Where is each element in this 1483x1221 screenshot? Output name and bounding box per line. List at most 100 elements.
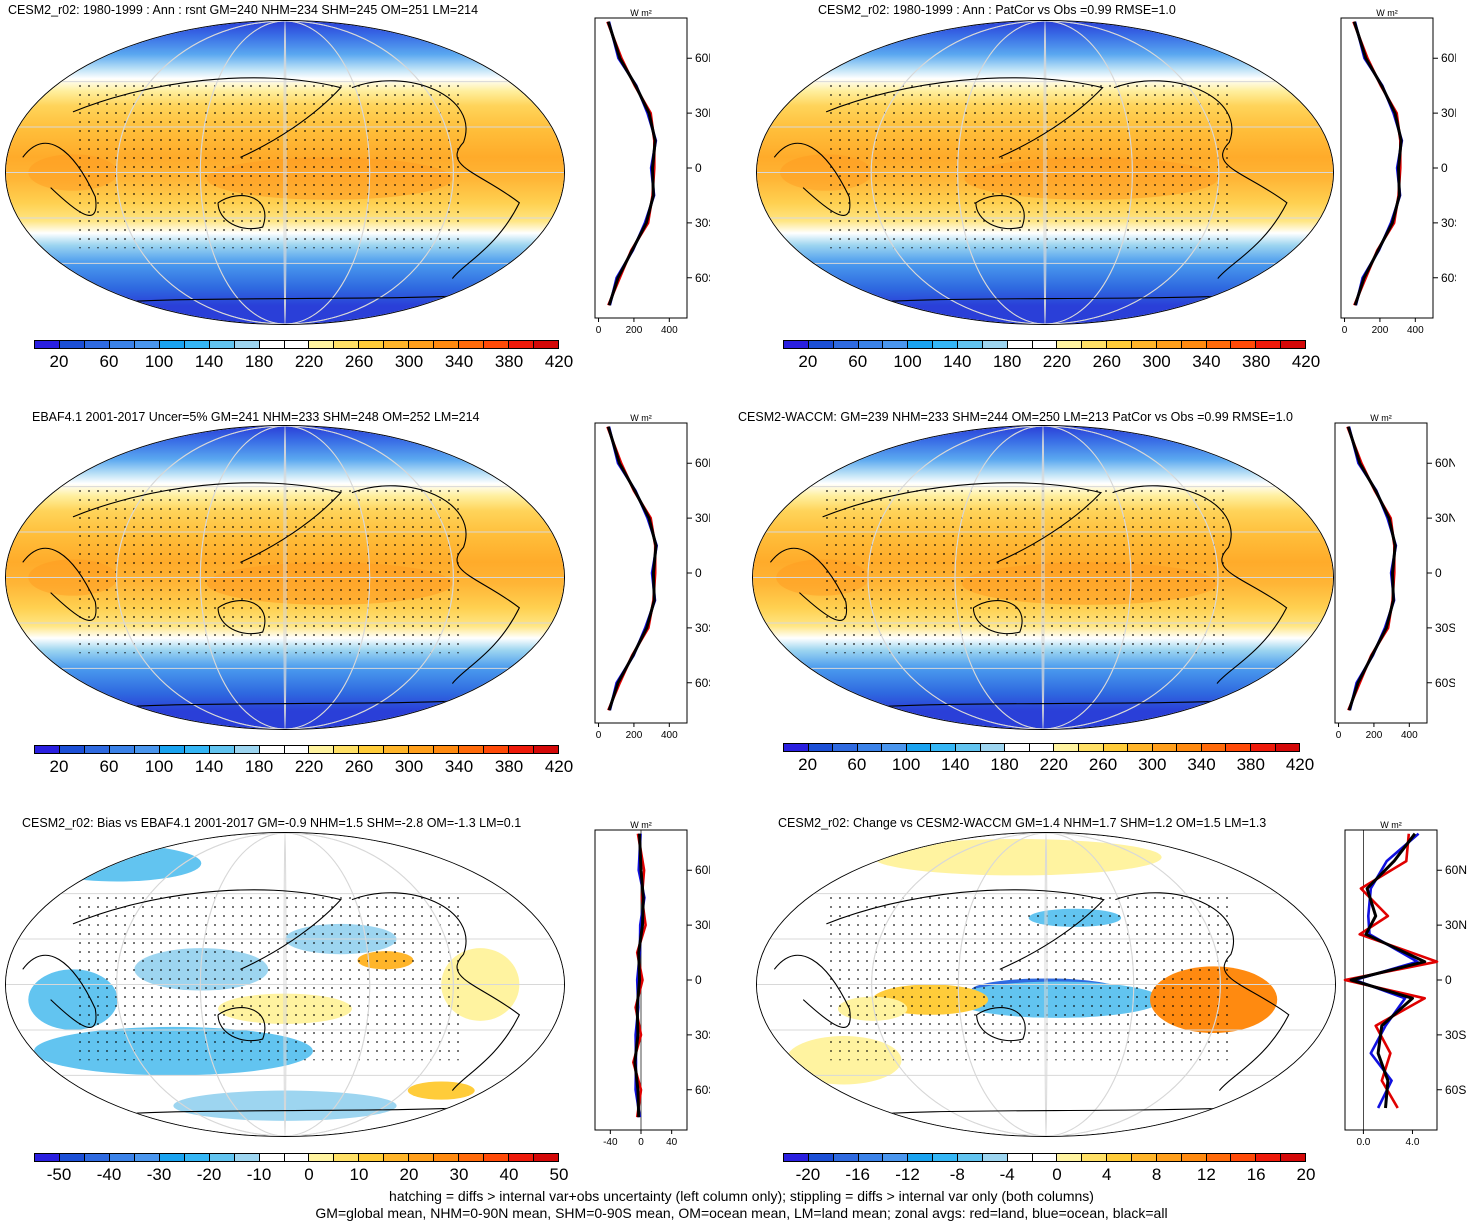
zonal-all-line [1349,832,1427,1109]
colorbar-swatch [509,341,535,348]
colorbar-swatch [1107,341,1133,348]
colorbar-tick-label: 140 [943,352,972,371]
zonal-x-tick-label: -40 [603,1137,618,1148]
colorbar-swatch [1231,341,1257,348]
colorbar-tick-label: 50 [549,1165,569,1184]
zonal-unit-label: W m² [630,820,652,830]
colorbar-tick-label: 100 [144,757,174,776]
colorbar-swatch [359,341,385,348]
colorbar-tick-label: 140 [194,352,224,371]
colorbar-swatch [1201,744,1227,751]
panel-title: CESM2_r02: 1980-1999 : Ann : PatCor vs O… [818,3,1176,17]
colorbar-tick-label: 260 [1092,352,1121,371]
zonal-lat-label: 60N [695,51,710,65]
colorbar-swatch [1082,1154,1108,1161]
colorbar-swatch [459,1154,485,1161]
colorbar-swatches [34,340,559,349]
zonal-ocean-line [1347,426,1398,711]
colorbar-swatch [784,341,809,348]
zonal-lat-label: 30S [695,216,710,230]
colorbar-swatch [883,1154,909,1161]
zonal-x-tick-label: 0 [1342,325,1348,336]
colorbar-swatch [808,1154,834,1161]
colorbar-swatch [209,1154,235,1161]
zonal-ocean-line [1353,21,1404,306]
zonal-all-line [606,21,657,306]
colorbar-tick-label: -40 [96,1165,122,1184]
zonal-lat-label: 60N [1441,51,1456,65]
colorbar-swatch [109,341,135,348]
colorbar-tick-label: -16 [845,1165,870,1184]
colorbar-swatch [1057,1154,1083,1161]
zonal-land-line [1352,21,1402,306]
colorbar-swatch [1256,1154,1282,1161]
colorbar-swatch [1256,341,1282,348]
map-field [6,833,564,1136]
zonal-ocean-line [607,21,658,306]
zonal-lat-label: 60S [695,1083,710,1097]
colorbar-swatch [334,1154,360,1161]
zonal-x-tick-label: 200 [626,325,643,336]
colorbar-swatch [409,746,435,753]
colorbar-swatch [35,341,60,348]
colorbar-tick-label: -20 [196,1165,222,1184]
colorbar-swatch [784,744,809,751]
colorbar-swatch [1177,744,1202,751]
colorbar-swatch [84,1154,110,1161]
panel-title: CESM2_r02: 1980-1999 : Ann : rsnt GM=240… [8,3,479,17]
colorbar-tick-label: 0 [1052,1165,1062,1184]
zonal-all-line [606,426,658,711]
colorbar-swatch [1057,341,1083,348]
colorbar-tick-label: 12 [1196,1165,1216,1184]
colorbar-tick-label: 380 [1242,352,1271,371]
colorbar-swatch [1029,744,1055,751]
colorbar-swatch [906,744,932,751]
zonal-lat-label: 30N [1435,511,1455,525]
colorbar-swatch [1103,744,1129,751]
colorbar-swatches [34,1153,559,1162]
zonal-all-line [1346,426,1397,711]
zonal-unit-label: W m² [1380,820,1402,830]
colorbar-swatches [783,1153,1306,1162]
footer-line-hatching: hatching = diffs > internal var+obs unce… [389,1188,1094,1204]
colorbar-swatch [883,341,909,348]
world-map [5,832,565,1137]
colorbar-tick-label: 220 [294,757,324,776]
colorbar-tick-label: 260 [344,352,374,371]
colorbar: 20 60 100 140 180 220 260 300 340 380 420 [34,745,573,776]
colorbar-swatch [980,744,1006,751]
colorbar-swatch [833,744,858,751]
zonal-x-tick-label: 200 [1372,325,1389,336]
zonal-frame [594,422,688,724]
zonal-x-tick-label: 0.0 [1356,1137,1370,1148]
zonal-lat-label: 30N [695,511,710,525]
colorbar-tick-label: 220 [1042,352,1072,371]
colorbar-tick-label: 300 [1138,755,1167,774]
colorbar-tick-label: 300 [1142,352,1171,371]
colorbar-swatch [84,341,110,348]
panel-title: CESM2_r02: Bias vs EBAF4.1 2001-2017 GM=… [22,816,522,830]
zonal-lat-label: 30N [695,918,710,932]
colorbar-swatch [956,744,981,751]
zonal-lat-label: 0 [1441,161,1448,175]
colorbar-swatch [509,746,535,753]
colorbar-tick-label: 60 [99,757,119,776]
colorbar-swatch [259,341,285,348]
colorbar-swatch [1275,744,1300,751]
colorbar-swatch [159,341,185,348]
zonal-lat-label: 0 [1435,566,1442,580]
colorbar-swatch [1206,1154,1232,1161]
colorbar-tick-label: 20 [49,352,69,371]
colorbar-swatch [409,1154,435,1161]
colorbar-swatch [434,1154,460,1161]
colorbar-tick-label: -50 [46,1165,72,1184]
zonal-x-tick-label: 400 [1407,325,1424,336]
colorbar-tick-label: 420 [544,352,574,371]
colorbar: 20 60 100 140 180 220 260 300 340 380 420 [34,340,573,371]
zonal-x-tick-label: 0 [638,1137,644,1148]
zonal-lat-label: 0 [695,973,702,987]
zonal-x-tick-label: 0 [596,325,602,336]
colorbar-swatch [384,341,410,348]
colorbar-tick-label: 20 [798,755,818,774]
colorbar-swatch [1156,1154,1182,1161]
